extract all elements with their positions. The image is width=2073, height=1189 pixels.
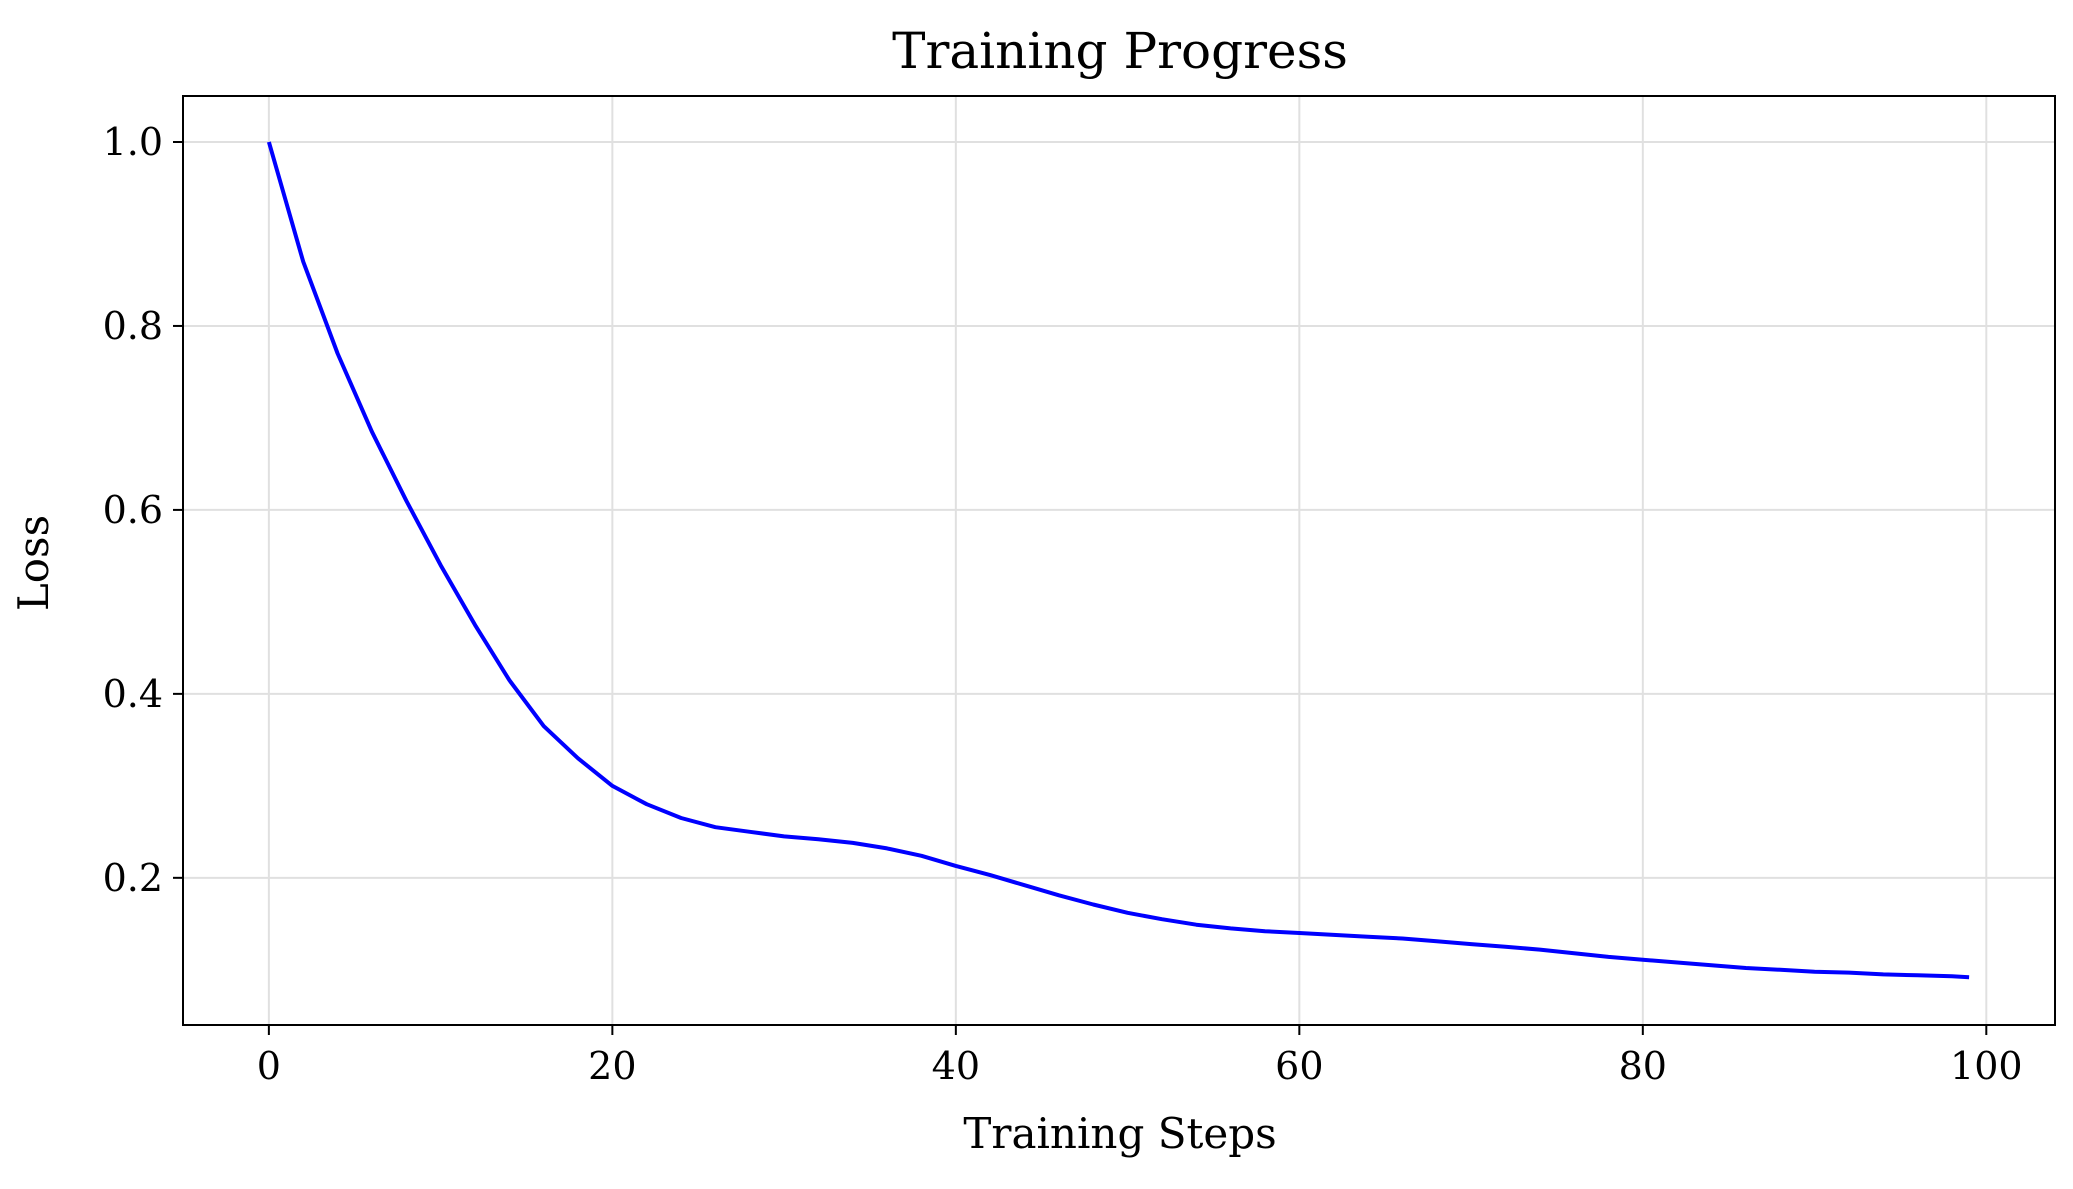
y-tick-label: 0.8 xyxy=(103,304,163,348)
x-tick-label: 80 xyxy=(1619,1044,1667,1088)
chart-title: Training Progress xyxy=(892,22,1348,80)
x-tick-label: 20 xyxy=(588,1044,636,1088)
x-axis-ticks: 0 20 40 60 80 100 xyxy=(257,1025,2023,1088)
y-axis-ticks: 0.2 0.4 0.6 0.8 1.0 xyxy=(103,120,183,900)
x-tick-label: 0 xyxy=(257,1044,281,1088)
axes-frame xyxy=(182,95,2056,1026)
loss-series-line xyxy=(266,141,1970,980)
y-tick-label: 0.6 xyxy=(103,488,163,532)
plot-area xyxy=(266,141,1970,980)
y-tick-label: 0.4 xyxy=(103,672,163,716)
x-axis-label: Training Steps xyxy=(963,1109,1276,1158)
x-tick-label: 40 xyxy=(932,1044,980,1088)
x-tick-label: 60 xyxy=(1275,1044,1323,1088)
x-tick-label: 100 xyxy=(1950,1044,2023,1088)
y-axis-label: Loss xyxy=(9,515,58,611)
y-tick-label: 1.0 xyxy=(103,120,163,164)
grid-lines xyxy=(183,96,2055,1025)
y-tick-label: 0.2 xyxy=(103,856,163,900)
